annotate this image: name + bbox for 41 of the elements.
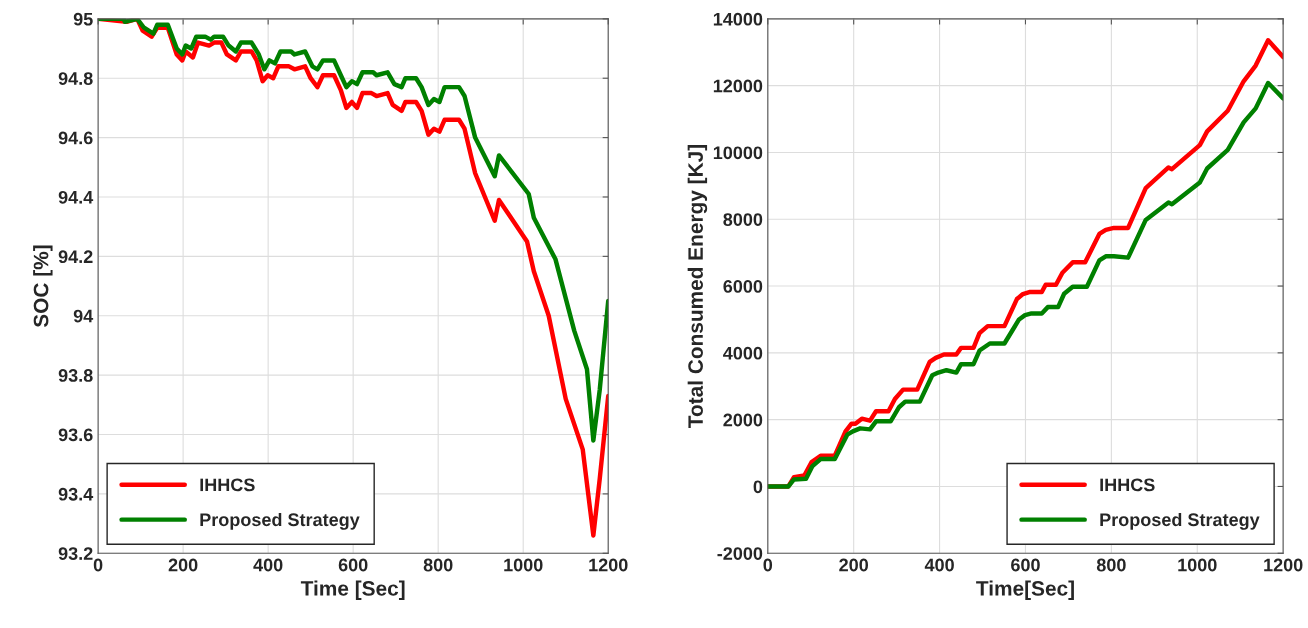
x-tick-label: 800 bbox=[1096, 558, 1126, 572]
legend-label: IHHCS bbox=[1100, 478, 1155, 492]
x-tick-label: 0 bbox=[763, 558, 773, 572]
legend-label: Proposed Strategy bbox=[1100, 512, 1260, 530]
y-tick-label: 93.4 bbox=[58, 487, 94, 501]
x-tick-label: 600 bbox=[1011, 558, 1040, 572]
y-tick-label: 94.4 bbox=[58, 190, 94, 204]
x-axis-title: Time[Sec] bbox=[976, 580, 1074, 600]
y-tick-label: 0 bbox=[753, 480, 763, 494]
x-tick-label: 600 bbox=[338, 558, 368, 572]
y-tick-label: 6000 bbox=[723, 279, 763, 293]
x-tick-label: 1000 bbox=[504, 558, 543, 572]
y-axis-title: SOC [%] bbox=[33, 245, 53, 328]
x-tick-label: 400 bbox=[924, 558, 954, 572]
x-tick-label: 1200 bbox=[589, 558, 628, 572]
y-tick-label: 94 bbox=[73, 309, 94, 323]
y-tick-label: 93.2 bbox=[58, 547, 93, 561]
x-tick-label: 200 bbox=[168, 558, 198, 572]
y-tick-label: 94.2 bbox=[58, 250, 93, 264]
y-tick-label: 93.8 bbox=[58, 369, 93, 382]
y-tick-label: -2000 bbox=[717, 547, 763, 560]
x-tick-label: 800 bbox=[423, 558, 453, 572]
y-tick-label: 4000 bbox=[723, 346, 763, 360]
y-tick-label: 94.8 bbox=[58, 72, 93, 85]
y-axis-title: Total Consumed Energy [KJ] bbox=[687, 145, 708, 428]
x-tick-label: 200 bbox=[839, 558, 869, 572]
y-tick-label: 94.6 bbox=[58, 131, 93, 145]
legend-label: IHHCS bbox=[200, 478, 255, 492]
y-tick-label: 12000 bbox=[713, 79, 763, 93]
x-tick-label: 400 bbox=[253, 558, 283, 572]
x-axis-title: Time [Sec] bbox=[300, 580, 405, 600]
y-tick-label: 93.6 bbox=[58, 428, 93, 442]
x-tick-label: 1000 bbox=[1178, 558, 1217, 572]
y-tick-label: 8000 bbox=[723, 213, 763, 226]
x-tick-label: 1200 bbox=[1264, 558, 1303, 572]
y-tick-label: 2000 bbox=[723, 413, 763, 427]
legend-label: Proposed Strategy bbox=[200, 512, 360, 530]
y-tick-label: 95 bbox=[73, 12, 93, 26]
y-tick-label: 14000 bbox=[713, 12, 763, 26]
y-tick-label: 10000 bbox=[713, 146, 763, 160]
x-tick-label: 0 bbox=[93, 558, 103, 572]
